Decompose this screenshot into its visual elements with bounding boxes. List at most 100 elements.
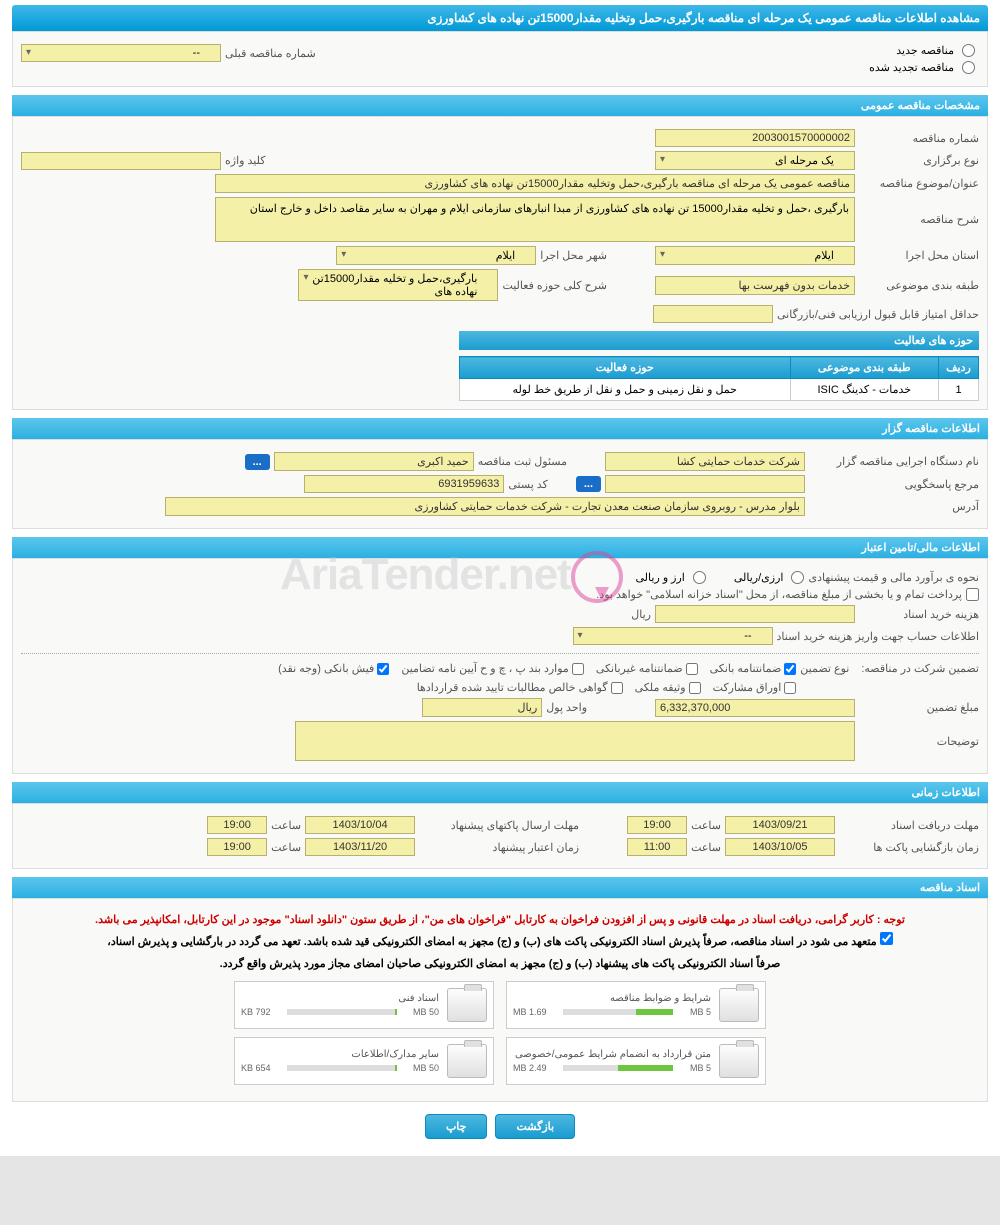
doc-deadline-time: 19:00 (627, 816, 687, 834)
file-size: 1.69 MB (513, 1007, 547, 1017)
postal-field: 6931959633 (304, 475, 504, 493)
currency-radio[interactable]: ارزی/ریالی (734, 571, 805, 584)
chk-nonbank[interactable]: ضمانتنامه غیربانکی (596, 662, 698, 675)
city-label: شهر محل اجرا (540, 249, 607, 262)
tender-no-label: شماره مناقصه (859, 132, 979, 145)
env-deadline-label: مهلت ارسال پاکتهای پیشنهاد (419, 819, 579, 832)
time-label-2: ساعت (271, 819, 301, 832)
doc-fee-label: هزینه خرید اسناد (859, 608, 979, 621)
notes-field[interactable] (295, 721, 855, 761)
file-title: سایر مدارک/اطلاعات (241, 1049, 439, 1060)
section-general-header: مشخصات مناقصه عمومی (12, 95, 988, 116)
file-max: 50 MB (413, 1063, 439, 1073)
account-label: اطلاعات حساب جهت واریز هزینه خرید اسناد (777, 630, 979, 643)
file-title: اسناد فنی (241, 993, 439, 1004)
file-box-contract[interactable]: متن قرارداد به انضمام شرایط عمومی/خصوصی … (506, 1037, 766, 1085)
account-select[interactable]: -- (573, 627, 773, 645)
chk-clauses[interactable]: موارد بند پ ، چ و ح آیین نامه تضامین (401, 662, 583, 675)
doc-fee-field[interactable] (655, 605, 855, 623)
back-button[interactable]: بازگشت (495, 1114, 575, 1139)
activity-table-title: حوزه های فعالیت (459, 331, 979, 350)
respondent-field[interactable] (605, 475, 805, 493)
open-time: 11:00 (627, 838, 687, 856)
keyword-label: کلید واژه (225, 154, 265, 167)
respondent-label: مرجع پاسخگویی (809, 478, 979, 491)
section-tenderer-header: اطلاعات مناقصه گزار (12, 418, 988, 439)
registrar-field: حمید اکبری (274, 452, 474, 471)
section-timing-header: اطلاعات زمانی (12, 782, 988, 803)
estimate-label: نحوه ی برآورد مالی و قیمت پیشنهادی (808, 571, 979, 584)
activity-th-3: حوزه فعالیت (460, 357, 791, 379)
address-label: آدرس (809, 500, 979, 513)
activity-table: ردیف طبقه بندی موضوعی حوزه فعالیت 1 خدما… (459, 356, 979, 401)
exec-field: شرکت خدمات حمایتی کشا (605, 452, 805, 471)
class-field: خدمات بدون فهرست بها (655, 276, 855, 295)
section-documents-header: اسناد مناقصه (12, 877, 988, 898)
min-score-field[interactable] (653, 305, 773, 323)
class-label: طبقه بندی موضوعی (859, 279, 979, 292)
file-size: 654 KB (241, 1063, 271, 1073)
rial-label: ریال (631, 608, 651, 621)
respondent-lookup-button[interactable]: ... (576, 476, 601, 492)
type-label: نوع برگزاری (859, 154, 979, 167)
chk-securities[interactable]: اوراق مشارکت (713, 681, 797, 694)
registrar-lookup-button[interactable]: ... (245, 454, 270, 470)
file-max: 50 MB (413, 1007, 439, 1017)
currency-radio-2[interactable]: ارز و ریالی (636, 571, 706, 584)
postal-label: کد پستی (508, 478, 547, 491)
open-label: زمان بازگشایی پاکت ها (839, 841, 979, 854)
radio-renewed[interactable]: مناقصه تجدید شده (869, 61, 975, 74)
note-red: توجه : کاربر گرامی، دریافت اسناد در مهلت… (21, 913, 979, 926)
progress-bar (287, 1065, 397, 1071)
activity-td: حمل و نقل زمینی و حمل و نقل از طریق خط ل… (460, 379, 791, 401)
tender-no-field: 2003001570000002 (655, 129, 855, 147)
page-title: مشاهده اطلاعات مناقصه عمومی یک مرحله ای … (12, 5, 988, 31)
chk-cash[interactable]: فیش بانکی (وجه نقد) (278, 662, 389, 675)
table-row: 1 خدمات - کدینگ ISIC حمل و نقل زمینی و ح… (460, 379, 979, 401)
unit-field: ریال (422, 698, 542, 717)
file-box-other[interactable]: سایر مدارک/اطلاعات 50 MB 654 KB (234, 1037, 494, 1085)
chk-bank[interactable]: ضمانتنامه بانکی (710, 662, 797, 675)
type-select[interactable]: یک مرحله ای (655, 151, 855, 170)
prev-tender-select[interactable]: -- (21, 44, 221, 62)
desc-label: شرح مناقصه (859, 213, 979, 226)
validity-label: زمان اعتبار پیشنهاد (419, 841, 579, 854)
currency-opt-label: ارز و ریالی (636, 571, 685, 584)
validity-time: 19:00 (207, 838, 267, 856)
scope-select[interactable]: بارگیری،حمل و تخلیه مقدار15000تن نهاده ه… (298, 269, 498, 301)
keyword-field[interactable] (21, 152, 221, 170)
doc-deadline-date: 1403/09/21 (725, 816, 835, 834)
radio-new-label: مناقصه جدید (896, 44, 954, 57)
progress-bar (563, 1065, 673, 1071)
treasury-note: پرداخت تمام و یا بخشی از مبلغ مناقصه، از… (596, 588, 962, 601)
commitment-checkbox[interactable] (880, 932, 893, 945)
open-date: 1403/10/05 (725, 838, 835, 856)
amount-label: مبلغ تضمین (859, 701, 979, 714)
treasury-checkbox[interactable] (966, 588, 979, 601)
folder-icon (447, 988, 487, 1022)
activity-td: خدمات - کدینگ ISIC (790, 379, 938, 401)
radio-new[interactable]: مناقصه جدید (869, 44, 975, 57)
file-size: 792 KB (241, 1007, 271, 1017)
registrar-label: مسئول ثبت مناقصه (478, 455, 567, 468)
desc-field: بارگیری ،حمل و تخلیه مقدار15000 تن نهاده… (215, 197, 855, 242)
radio-renewed-label: مناقصه تجدید شده (869, 61, 954, 74)
folder-icon (719, 1044, 759, 1078)
activity-th-1: ردیف (939, 357, 979, 379)
env-deadline-time: 19:00 (207, 816, 267, 834)
activity-th-2: طبقه بندی موضوعی (790, 357, 938, 379)
city-select[interactable]: ایلام (336, 246, 536, 265)
chk-cert[interactable]: گواهی خالص مطالبات تایید شده قراردادها (417, 681, 623, 694)
province-select[interactable]: ایلام (655, 246, 855, 265)
print-button[interactable]: چاپ (425, 1114, 488, 1139)
note-black-2: صرفاً اسناد الکترونیکی پاکت های پیشنهاد … (21, 956, 979, 974)
file-box-technical[interactable]: اسناد فنی 50 MB 792 KB (234, 981, 494, 1029)
time-label-1: ساعت (691, 819, 721, 832)
guarantee-label: تضمین شرکت در مناقصه: (861, 662, 979, 675)
prev-tender-label: شماره مناقصه قبلی (225, 47, 316, 60)
subject-field: مناقصه عمومی یک مرحله ای مناقصه بارگیری،… (215, 174, 855, 193)
file-max: 5 MB (690, 1007, 711, 1017)
file-box-conditions[interactable]: شرایط و ضوابط مناقصه 5 MB 1.69 MB (506, 981, 766, 1029)
currency-label: ارزی/ریالی (734, 571, 784, 584)
chk-property[interactable]: وثیقه ملکی (635, 681, 701, 694)
